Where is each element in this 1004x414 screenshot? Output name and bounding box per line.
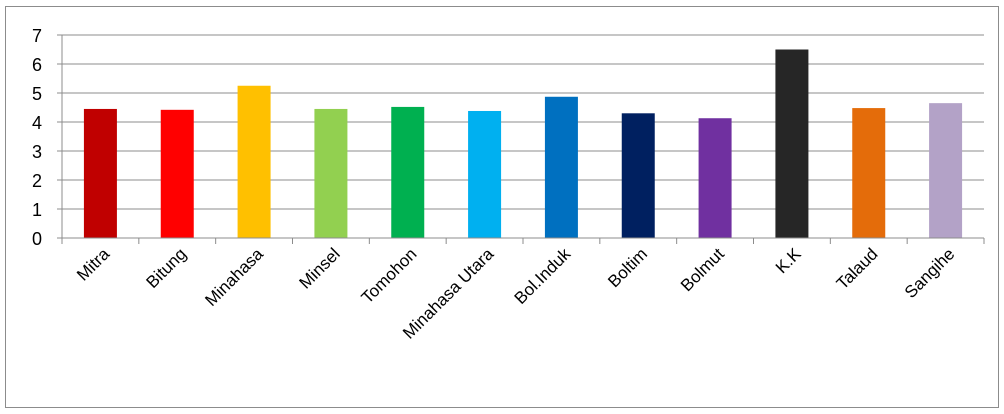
bar-sangihe (929, 103, 963, 239)
bar-minsel (314, 108, 348, 238)
bar-bol-induk (544, 96, 578, 239)
x-category-label: Mitra (73, 244, 114, 285)
y-tick-label: 6 (32, 55, 42, 75)
gridlines (62, 34, 984, 210)
bar-mitra (83, 108, 117, 238)
bars (83, 49, 963, 239)
axes (57, 34, 985, 244)
bar-k-k (775, 49, 809, 238)
x-category-label: Minsel (296, 244, 344, 292)
bar-minahasa (237, 85, 271, 238)
bar-tomohon (391, 106, 425, 238)
bar-talaud (852, 108, 886, 238)
y-tick-label: 7 (32, 26, 42, 46)
x-category-label: Talaud (833, 244, 882, 293)
x-category-label: K.K (772, 244, 805, 277)
bar-bolmut (698, 118, 732, 238)
bar-boltim (621, 113, 655, 238)
bar-bitung (160, 109, 194, 238)
x-category-label: Bol.Induk (511, 244, 575, 308)
y-tick-label: 4 (32, 113, 42, 133)
y-tick-label: 1 (32, 200, 42, 220)
y-tick-label: 5 (32, 84, 42, 104)
y-tick-labels: 0 1 2 3 4 5 6 7 (32, 26, 42, 249)
y-tick-label: 3 (32, 142, 42, 162)
y-tick-label: 2 (32, 171, 42, 191)
x-category-label: Tomohon (358, 244, 421, 307)
bar-minahasa-utara (468, 110, 502, 238)
x-category-label: Sangihe (901, 244, 959, 302)
x-category-label: Boltim (604, 244, 651, 291)
y-tick-label: 0 (32, 229, 42, 249)
x-category-labels: Mitra Bitung Minahasa Minsel TomohonMinahasa… (73, 244, 958, 343)
x-category-label: Bolmut (677, 244, 728, 295)
x-category-label: Minahasa (201, 244, 267, 310)
x-category-label: Bitung (143, 244, 191, 292)
